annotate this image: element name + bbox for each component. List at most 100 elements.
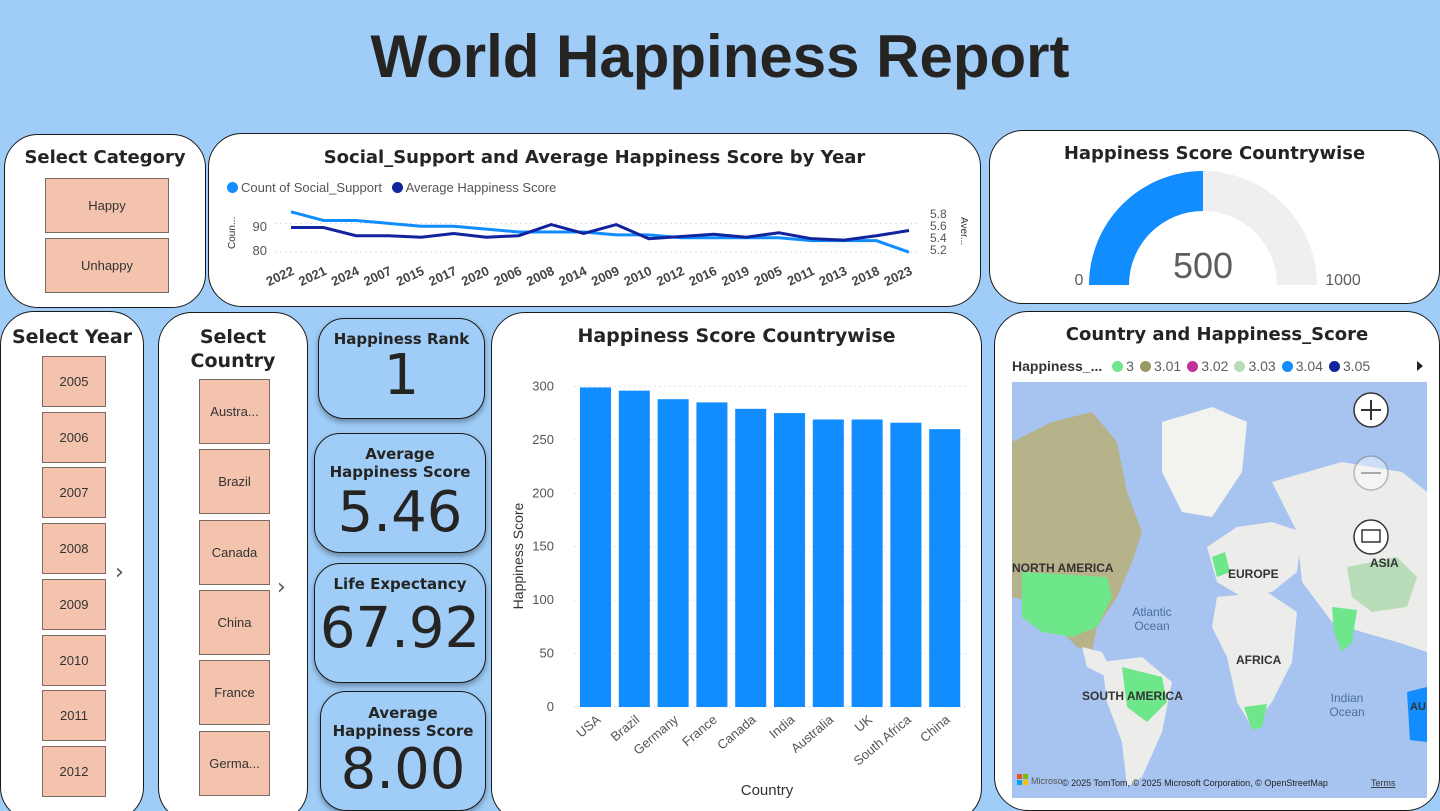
x-tick-canada: Canada [714, 711, 759, 752]
kpi-avg-label: Average Happiness Score [329, 445, 471, 481]
x-tick-india: India [766, 711, 798, 741]
map-legend-item[interactable]: 3.03 [1234, 358, 1276, 374]
country-option-2[interactable]: Brazil [199, 449, 270, 515]
x-tick-2020: 2020 [459, 263, 492, 289]
bar-canada[interactable] [735, 408, 767, 707]
x-tick-2008: 2008 [524, 263, 557, 289]
map-legend-more-icon[interactable] [1417, 361, 1423, 371]
x-tick-2023: 2023 [882, 263, 915, 289]
map-select-button[interactable] [1353, 519, 1389, 555]
year-option-2011[interactable]: 2011 [42, 690, 106, 742]
year-option-2009[interactable]: 2009 [42, 578, 106, 630]
right-tick-5.4: 5.4 [930, 231, 947, 245]
map-legend-item[interactable]: 3.01 [1139, 358, 1181, 374]
country-map-card: Country and Happiness_Score Happiness_..… [994, 311, 1440, 811]
map-select-circle[interactable] [1353, 519, 1389, 555]
ms-logo-yellow [1023, 780, 1028, 785]
x-tick-2011: 2011 [785, 263, 817, 289]
country-option-5[interactable]: France [199, 660, 270, 726]
x-tick-china: China [917, 711, 953, 745]
map-land-india [1332, 607, 1357, 652]
bar-usa[interactable] [580, 387, 612, 707]
year-option-2008[interactable]: 2008 [42, 523, 106, 575]
country-option-6[interactable]: Germa... [199, 730, 270, 796]
country-scroll-chevron-icon[interactable]: › [277, 575, 286, 600]
x-tick-2006: 2006 [491, 263, 524, 289]
series-line-avg-happiness[interactable] [291, 222, 910, 242]
map-label-atlantic: Atlantic [1132, 605, 1171, 619]
country-option-4[interactable]: China [199, 589, 270, 655]
gauge-value: 500 [1173, 245, 1233, 286]
map-label-atlantic-ocean: Ocean [1134, 619, 1169, 633]
bar-france[interactable] [696, 402, 728, 707]
map-label-africa: AFRICA [1236, 653, 1282, 667]
ms-logo-red [1017, 774, 1022, 779]
kpi-life-expectancy: Life Expectancy 67.92 [314, 563, 486, 683]
map-land-china [1347, 557, 1417, 612]
map-land-germany [1212, 552, 1230, 577]
bar-china[interactable] [929, 429, 961, 707]
kpi-avg2-value: 8.00 [340, 737, 466, 802]
right-tick-5.6: 5.6 [930, 219, 947, 233]
x-tick-2005: 2005 [752, 263, 785, 289]
bar-india[interactable] [774, 413, 806, 707]
country-option-1[interactable]: Austra... [199, 379, 270, 444]
left-tick-90: 90 [253, 219, 267, 234]
x-tick-2022: 2022 [264, 263, 297, 289]
map-land-greenland [1162, 407, 1247, 517]
year-scroll-chevron-icon[interactable]: › [115, 560, 124, 585]
year-option-2006[interactable]: 2006 [42, 411, 106, 463]
gauge-chart: 500 0 1000 [1075, 171, 1361, 289]
x-tick-2014: 2014 [556, 263, 589, 289]
country-option-3[interactable]: Canada [199, 519, 270, 585]
y-tick-300: 300 [532, 378, 554, 393]
year-option-2007[interactable]: 2007 [42, 467, 106, 519]
world-map[interactable]: NORTH AMERICA EUROPE ASIA AFRICA SOUTH A… [1012, 382, 1427, 798]
gauge-title: Happiness Score Countrywise [1063, 143, 1366, 164]
year-option-2005[interactable]: 2005 [42, 356, 106, 407]
country-slicer-title: Select Country [159, 325, 307, 373]
line-chart-plot: Coun... Aver... 90 80 5.8 5.6 5.4 5.2 20… [227, 207, 969, 289]
map-legend-dot [1281, 361, 1293, 372]
legend-avg-happiness[interactable]: Average Happiness Score [405, 180, 557, 195]
left-tick-80: 80 [253, 243, 267, 258]
bar-uk[interactable] [851, 419, 883, 707]
bar-germany[interactable] [657, 399, 689, 707]
map-legend-item[interactable]: 3.02 [1187, 358, 1228, 374]
map-zoom-in-button[interactable] [1353, 392, 1389, 428]
map-land-usa [1022, 572, 1112, 637]
map-land-europe [1207, 522, 1302, 597]
map-zoom-out-button[interactable] [1353, 455, 1389, 491]
kpi-average-happiness: Average Happiness Score 5.46 [314, 433, 486, 553]
map-legend-item[interactable]: 3.05 [1328, 358, 1370, 374]
bar-south-africa[interactable] [890, 422, 922, 707]
year-option-2010[interactable]: 2010 [42, 634, 106, 686]
zoom-out-circle[interactable] [1353, 455, 1389, 491]
map-attribution[interactable]: © 2025 TomTom, © 2025 Microsoft Corporat… [1062, 778, 1328, 788]
map-terms-link[interactable]: Terms [1371, 778, 1396, 788]
map-legend-title: Happiness_... [1012, 358, 1103, 374]
kpi-avg2-label-line1: Average [368, 704, 438, 722]
map-legend-label: 3.04 [1295, 358, 1323, 374]
bar-brazil[interactable] [618, 390, 650, 707]
map-legend-item[interactable]: 3 [1112, 358, 1134, 374]
series-line-social-support[interactable] [290, 210, 910, 254]
page-title: World Happiness Report [370, 23, 1070, 90]
legend-social-support[interactable]: Count of Social_Support [241, 180, 382, 195]
line-chart-legend: Count of Social_Support Average Happines… [227, 180, 556, 195]
x-tick-australia: Australia [788, 711, 837, 755]
map-legend-item[interactable]: 3.04 [1281, 358, 1323, 374]
year-option-2012[interactable]: 2012 [42, 745, 106, 797]
category-slicer-title: Select Category [24, 147, 186, 168]
y-tick-150: 150 [532, 539, 554, 554]
map-land-africa [1212, 592, 1297, 727]
gauge-value-arc[interactable] [1089, 171, 1203, 285]
bar-australia[interactable] [812, 419, 844, 707]
map-land-south-africa [1244, 704, 1267, 730]
ms-logo-green [1023, 774, 1028, 779]
map-land-brazil [1122, 667, 1167, 722]
category-option-happy[interactable]: Happy [45, 178, 169, 233]
category-option-unhappy[interactable]: Unhappy [45, 238, 169, 293]
kpi-average-happiness-2: Average Happiness Score 8.00 [320, 691, 486, 811]
year-slicer: Select Year 2005 2006 2007 2008 2009 2010 2011… [0, 311, 144, 811]
